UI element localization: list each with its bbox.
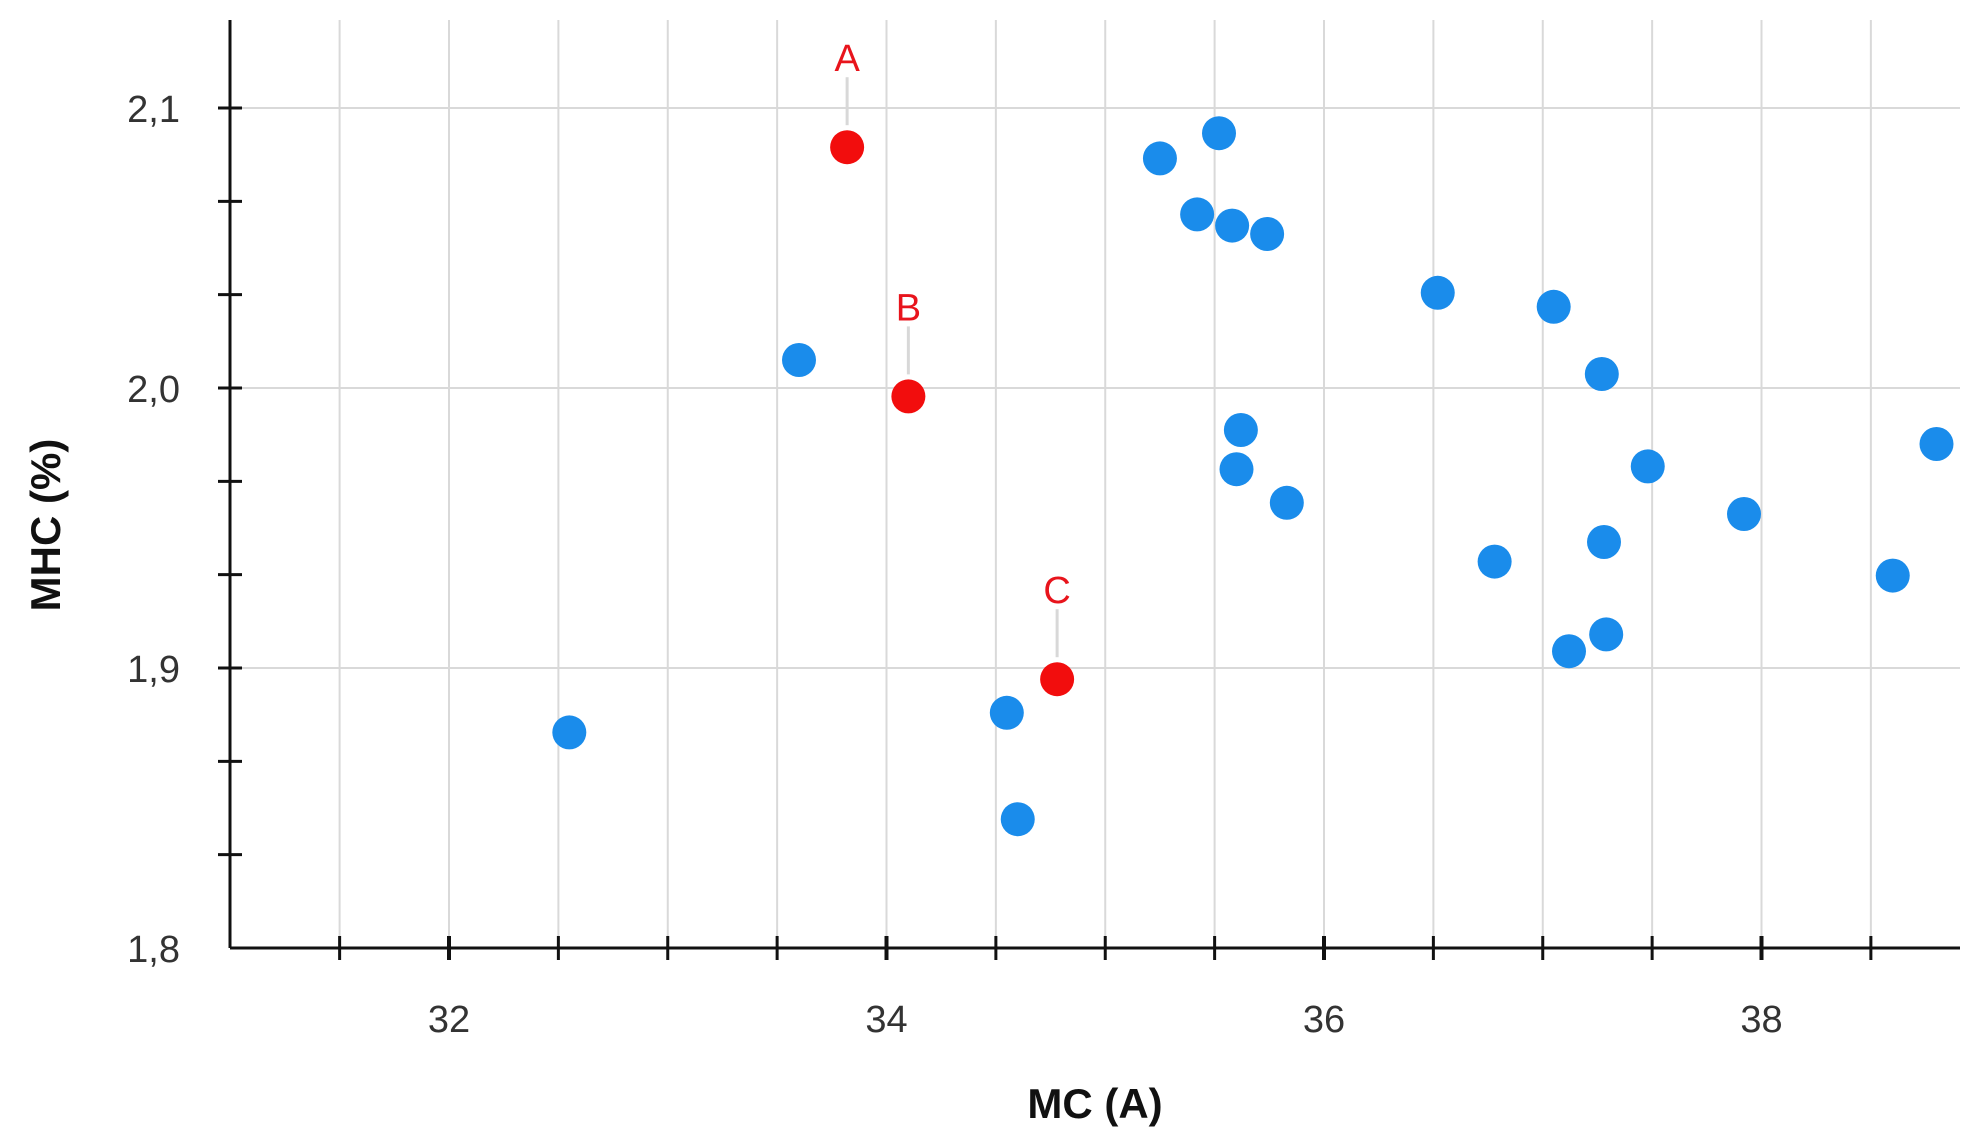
data-point (1250, 217, 1285, 251)
y-tick-label: 2,1 (127, 89, 180, 131)
data-point (1630, 449, 1665, 484)
data-point (1587, 525, 1621, 559)
data-point (1202, 116, 1236, 151)
data-point (1875, 558, 1910, 593)
data-point (1536, 289, 1571, 324)
data-point (1420, 275, 1455, 310)
y-tick-label: 2,0 (127, 369, 180, 411)
point-label-c: C (1043, 570, 1070, 612)
data-point (1215, 208, 1250, 243)
highlight-point-b (891, 379, 926, 414)
data-points: A B C (552, 38, 1954, 837)
point-label-b: B (896, 287, 921, 329)
highlight-point-a (830, 130, 865, 165)
point-label-a: A (834, 38, 860, 80)
y-tick-label: 1,8 (127, 929, 180, 971)
x-tick-label: 34 (865, 999, 907, 1041)
data-point (1584, 357, 1619, 391)
grid (230, 20, 1960, 948)
y-tick-label: 1,9 (127, 649, 180, 691)
data-point (1477, 544, 1512, 579)
data-point (1589, 617, 1624, 652)
data-point (1180, 197, 1215, 232)
y-axis-title: MHC (%) (22, 439, 69, 612)
data-point (1727, 497, 1761, 531)
x-tick-label: 38 (1740, 999, 1782, 1041)
data-point (552, 715, 587, 750)
x-tick-label: 32 (428, 999, 470, 1041)
data-point (1223, 413, 1258, 447)
data-point (1919, 427, 1954, 461)
highlight-point-c (1040, 662, 1075, 697)
data-point (1219, 452, 1254, 487)
data-point (1000, 802, 1035, 837)
data-point (1552, 634, 1586, 669)
data-point (1269, 485, 1304, 520)
tick-labels: 32 34 36 38 1,8 1,9 2,0 2,1 (127, 89, 1782, 1041)
data-point (782, 343, 816, 377)
x-axis-title: MC (A) (1027, 1080, 1162, 1127)
ticks (218, 106, 1873, 960)
axes (228, 20, 1960, 950)
x-tick-label: 36 (1303, 999, 1345, 1041)
data-point (1142, 141, 1177, 176)
data-point (989, 695, 1024, 730)
